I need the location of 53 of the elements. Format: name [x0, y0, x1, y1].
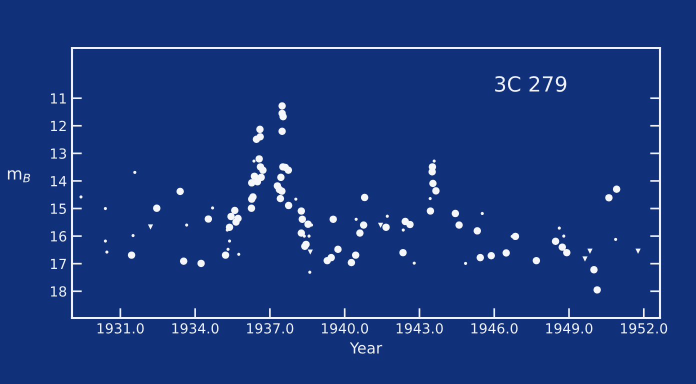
y-tick-label: 14 — [50, 176, 66, 186]
y-tick-label: 13 — [50, 148, 66, 159]
y-tick-label: 11 — [50, 93, 66, 104]
point — [354, 218, 358, 221]
point — [308, 270, 312, 274]
point — [378, 222, 384, 228]
x-tick-label: 1946.0 — [471, 323, 518, 334]
point — [562, 234, 566, 238]
x-tick-label: 1934.0 — [172, 323, 219, 334]
y-tick-label: 16 — [50, 231, 66, 242]
x-tick-label: 1940.0 — [322, 323, 368, 334]
point — [582, 256, 588, 262]
point — [402, 228, 405, 232]
point — [635, 248, 641, 254]
point — [614, 238, 618, 241]
point — [79, 195, 83, 198]
x-tick-label: 1943.0 — [396, 323, 443, 334]
y-tick-label: 15 — [50, 204, 66, 214]
point — [228, 240, 232, 243]
x-axis-title: Year — [350, 342, 382, 354]
point — [133, 170, 136, 174]
point — [428, 197, 432, 200]
point — [386, 214, 389, 218]
point — [307, 234, 311, 238]
y-tick-label: 12 — [50, 120, 66, 132]
x-tick-label: 1937.0 — [247, 323, 294, 334]
point — [587, 248, 593, 254]
point — [412, 262, 416, 265]
x-tick-label: 1952.0 — [621, 323, 668, 334]
x-tick-label: 1949.0 — [546, 323, 592, 334]
point — [226, 248, 230, 251]
point — [432, 160, 436, 163]
point — [558, 226, 561, 230]
point — [308, 249, 313, 255]
point — [252, 160, 256, 163]
point — [302, 234, 306, 238]
y-tick-label: 17 — [50, 258, 66, 269]
x-tick-label: 1931.0 — [98, 323, 144, 334]
point — [211, 206, 214, 210]
point — [132, 234, 135, 238]
point — [148, 224, 154, 230]
point — [105, 250, 108, 254]
point — [237, 252, 240, 256]
point — [104, 206, 107, 210]
point — [480, 212, 484, 216]
y-tick-label: 18 — [50, 286, 66, 297]
point — [294, 198, 298, 201]
annotation: 3C 279 — [495, 76, 566, 92]
point — [104, 240, 107, 243]
point — [226, 228, 229, 232]
point — [185, 224, 188, 227]
point — [464, 262, 468, 265]
y-axis-title: m$_{B}$ — [8, 170, 30, 182]
